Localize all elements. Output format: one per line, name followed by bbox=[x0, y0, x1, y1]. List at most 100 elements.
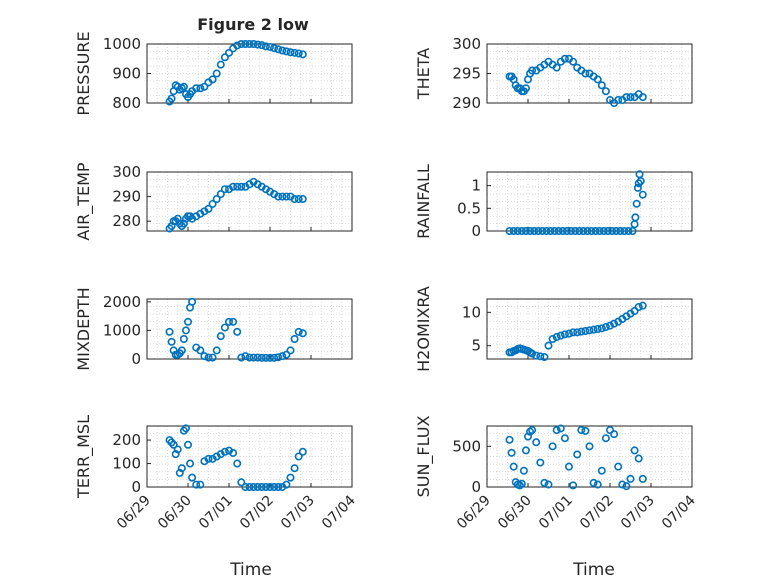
data-point bbox=[597, 466, 606, 475]
data-point bbox=[626, 474, 635, 483]
data-point bbox=[220, 447, 229, 456]
data-point bbox=[212, 346, 221, 355]
data-point bbox=[567, 227, 576, 236]
data-point bbox=[186, 459, 195, 468]
data-point bbox=[249, 353, 258, 362]
data-point bbox=[622, 482, 631, 491]
data-point bbox=[286, 346, 295, 355]
y-tick-label: 1000 bbox=[103, 35, 141, 53]
y-axis-label: AIR_TEMP bbox=[74, 162, 94, 240]
panel-rainfall: 0 0.5 1 RAINFALL bbox=[414, 164, 693, 240]
data-point bbox=[253, 482, 262, 491]
y-tick-label: 0 bbox=[471, 478, 481, 496]
data-point bbox=[638, 190, 647, 199]
data-point bbox=[575, 227, 584, 236]
data-point bbox=[220, 185, 229, 194]
data-point bbox=[593, 480, 602, 489]
data-point bbox=[196, 346, 205, 355]
y-tick-label: 100 bbox=[112, 455, 141, 473]
y-tick-label: 2000 bbox=[103, 293, 141, 311]
data-point bbox=[556, 331, 565, 340]
data-point bbox=[216, 332, 225, 341]
data-point bbox=[540, 478, 549, 487]
data-point bbox=[560, 434, 569, 443]
data-point bbox=[261, 42, 270, 51]
panel-h2omixra: 5 10 H2OMIXRA bbox=[414, 286, 693, 372]
data-point bbox=[294, 195, 303, 204]
data-point bbox=[237, 182, 246, 191]
data-point bbox=[208, 353, 217, 362]
data-point bbox=[628, 227, 637, 236]
data-point bbox=[517, 479, 526, 488]
y-tick-label: 5 bbox=[471, 337, 481, 355]
data-point bbox=[298, 50, 307, 59]
data-point bbox=[532, 438, 541, 447]
data-point bbox=[548, 442, 557, 451]
data-point bbox=[638, 474, 647, 483]
data-point bbox=[601, 434, 610, 443]
x-tick-label: 07/01 bbox=[536, 493, 576, 533]
data-point bbox=[622, 93, 631, 102]
data-point bbox=[233, 182, 242, 191]
data-point bbox=[237, 353, 246, 362]
data-point bbox=[249, 39, 258, 48]
y-axis-label: H2OMIXRA bbox=[414, 286, 433, 372]
axes-box bbox=[146, 298, 353, 360]
y-axis-label: RAINFALL bbox=[414, 164, 433, 239]
data-point bbox=[265, 482, 274, 491]
data-point bbox=[542, 227, 551, 236]
data-point bbox=[605, 426, 614, 435]
data-point bbox=[257, 41, 266, 50]
panel-theta: 290 295 300 THETA bbox=[414, 35, 693, 112]
data-point bbox=[638, 93, 647, 102]
data-point bbox=[253, 353, 262, 362]
data-point bbox=[601, 322, 610, 331]
data-point bbox=[569, 481, 578, 490]
y-tick-label: 1000 bbox=[103, 321, 141, 339]
data-point bbox=[564, 462, 573, 471]
data-point bbox=[509, 462, 518, 471]
data-point bbox=[530, 227, 539, 236]
data-point bbox=[188, 297, 197, 306]
data-point bbox=[245, 353, 254, 362]
data-point bbox=[282, 480, 291, 489]
axes-box bbox=[486, 298, 693, 360]
data-point bbox=[245, 482, 254, 491]
data-point bbox=[554, 227, 563, 236]
data-point bbox=[630, 306, 639, 315]
data-point bbox=[544, 480, 553, 489]
data-point bbox=[579, 227, 588, 236]
x-tick-label: 07/03 bbox=[618, 493, 658, 533]
data-point bbox=[616, 227, 625, 236]
y-tick-label: 0 bbox=[131, 478, 141, 496]
y-tick-label: 500 bbox=[452, 437, 481, 455]
y-tick-label: 0.5 bbox=[457, 199, 481, 217]
x-tick-label: 06/30 bbox=[495, 493, 535, 533]
data-point bbox=[634, 454, 643, 463]
data-point bbox=[204, 353, 213, 362]
data-point bbox=[184, 317, 193, 326]
data-point bbox=[233, 327, 242, 336]
data-point bbox=[581, 326, 590, 335]
data-point bbox=[298, 195, 307, 204]
panel-pressure: 800 900 1000 PRESSURE bbox=[74, 31, 353, 116]
data-point bbox=[540, 352, 549, 361]
data-point bbox=[548, 334, 557, 343]
data-point bbox=[282, 47, 291, 56]
data-point bbox=[274, 45, 283, 54]
axes-box bbox=[146, 425, 353, 488]
data-point bbox=[605, 321, 614, 330]
data-point bbox=[589, 325, 598, 334]
data-point bbox=[612, 227, 621, 236]
data-point bbox=[167, 337, 176, 346]
data-point bbox=[225, 317, 234, 326]
data-point bbox=[610, 430, 619, 439]
data-point bbox=[192, 84, 201, 93]
x-tick-label: 06/30 bbox=[155, 493, 195, 533]
y-tick-label: 290 bbox=[452, 94, 481, 112]
data-point bbox=[528, 66, 537, 75]
data-point bbox=[636, 177, 645, 186]
data-point bbox=[591, 227, 600, 236]
data-point bbox=[270, 482, 279, 491]
